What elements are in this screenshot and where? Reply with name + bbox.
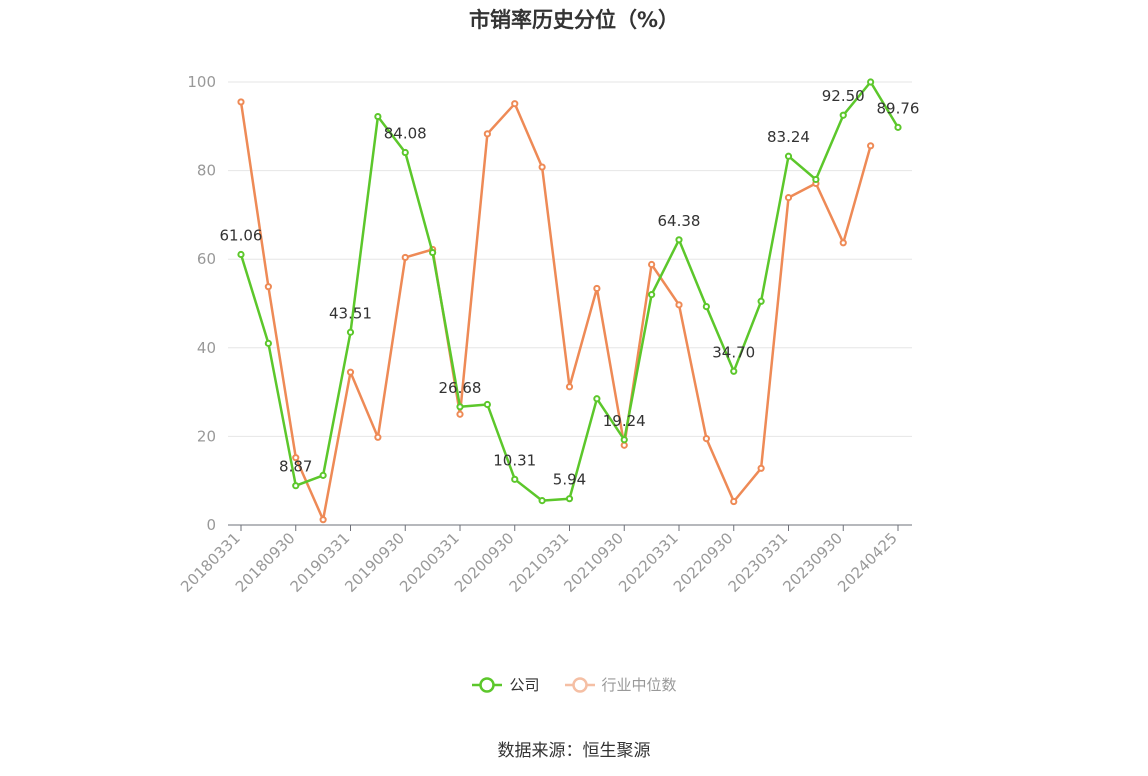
data-point-company <box>757 297 765 305</box>
data-point-industry-median <box>867 142 875 150</box>
data-point-company <box>319 471 327 479</box>
y-tick-label: 80 <box>197 162 216 180</box>
data-label: 19.24 <box>603 412 646 430</box>
data-label: 61.06 <box>220 227 263 245</box>
data-label: 64.38 <box>658 212 701 230</box>
y-tick-label: 100 <box>187 73 216 91</box>
data-point-industry-median <box>346 368 355 376</box>
data-point-company <box>264 339 272 347</box>
data-point-company <box>648 291 656 299</box>
data-point-industry-median <box>401 253 409 262</box>
chart-title: 市销率历史分位（%） <box>468 8 680 32</box>
data-label: 5.94 <box>553 471 586 489</box>
data-point-company <box>620 436 628 444</box>
data-point-company <box>292 482 300 490</box>
legend-item-industry-median[interactable]: 行业中位数 <box>564 674 677 695</box>
data-point-industry-median <box>730 497 738 506</box>
data-point-industry-median <box>456 410 464 418</box>
data-label: 10.31 <box>493 451 536 469</box>
legend-label-company: 公司 <box>509 676 540 694</box>
data-label: 84.08 <box>384 125 427 143</box>
data-label: 26.68 <box>439 379 482 397</box>
data-label: 89.76 <box>877 99 920 117</box>
data-point-company <box>839 111 847 119</box>
data-point-industry-median <box>593 284 601 293</box>
data-point-company <box>867 78 875 86</box>
data-point-industry-median <box>702 435 710 443</box>
data-point-industry-median <box>264 283 272 291</box>
axis-layer: 0204060801002018033120180930201903312019… <box>177 73 912 596</box>
data-point-company <box>812 175 820 184</box>
data-point-company <box>593 395 601 403</box>
data-point-industry-median <box>648 260 656 269</box>
data-point-company <box>346 328 355 336</box>
data-point-company <box>565 495 574 503</box>
data-point-company <box>702 303 710 311</box>
data-label-layer: 61.06 8.87 43.51 84.08 26.68 10.31 5.94 19.24 64… <box>220 87 920 488</box>
data-point-industry-median <box>237 98 245 106</box>
data-point-industry-median <box>757 464 765 472</box>
data-label: 34.70 <box>712 343 755 361</box>
data-point-industry-median <box>784 194 793 202</box>
series-layer <box>237 78 902 524</box>
data-point-industry-median <box>374 433 382 441</box>
data-point-company <box>237 250 245 259</box>
data-point-company <box>894 123 902 131</box>
legend-item-company[interactable]: 公司 <box>471 674 540 695</box>
legend-swatch-industry-icon <box>564 676 595 693</box>
data-point-company <box>784 152 793 160</box>
data-label: 8.87 <box>279 458 312 476</box>
data-point-industry-median <box>319 516 327 524</box>
data-point-company <box>374 112 382 121</box>
data-point-company <box>401 148 409 157</box>
data-point-industry-median <box>292 454 300 462</box>
data-point-industry-median <box>565 383 574 391</box>
data-point-industry-median <box>483 130 491 138</box>
data-point-industry-median <box>538 163 546 171</box>
grid-layer <box>228 81 912 437</box>
data-label: 92.50 <box>822 87 865 105</box>
data-point-company <box>730 367 738 375</box>
data-point-industry-median <box>620 441 628 449</box>
y-tick-label: 0 <box>206 516 216 534</box>
data-point-industry-median <box>839 239 847 247</box>
series-line-industry-median <box>239 101 872 521</box>
x-tick-label: 20240425 <box>834 529 901 596</box>
data-point-company <box>675 236 683 244</box>
legend: 公司 行业中位数 <box>0 674 1148 695</box>
source-note: 数据来源：恒生聚源 <box>497 741 651 761</box>
y-tick-label: 40 <box>197 339 216 357</box>
data-point-company <box>538 497 546 505</box>
legend-label-industry-median: 行业中位数 <box>601 676 677 694</box>
data-point-company <box>483 400 491 409</box>
data-label: 43.51 <box>329 304 372 322</box>
y-tick-label: 60 <box>197 250 216 268</box>
y-tick-label: 20 <box>197 427 216 445</box>
data-label: 83.24 <box>767 128 810 146</box>
data-point-industry-median <box>675 301 683 309</box>
data-point-company <box>511 475 519 483</box>
data-point-industry-median <box>511 100 519 108</box>
data-point-company <box>429 248 437 257</box>
data-point-company <box>456 403 464 411</box>
legend-swatch-company-icon <box>472 676 503 693</box>
